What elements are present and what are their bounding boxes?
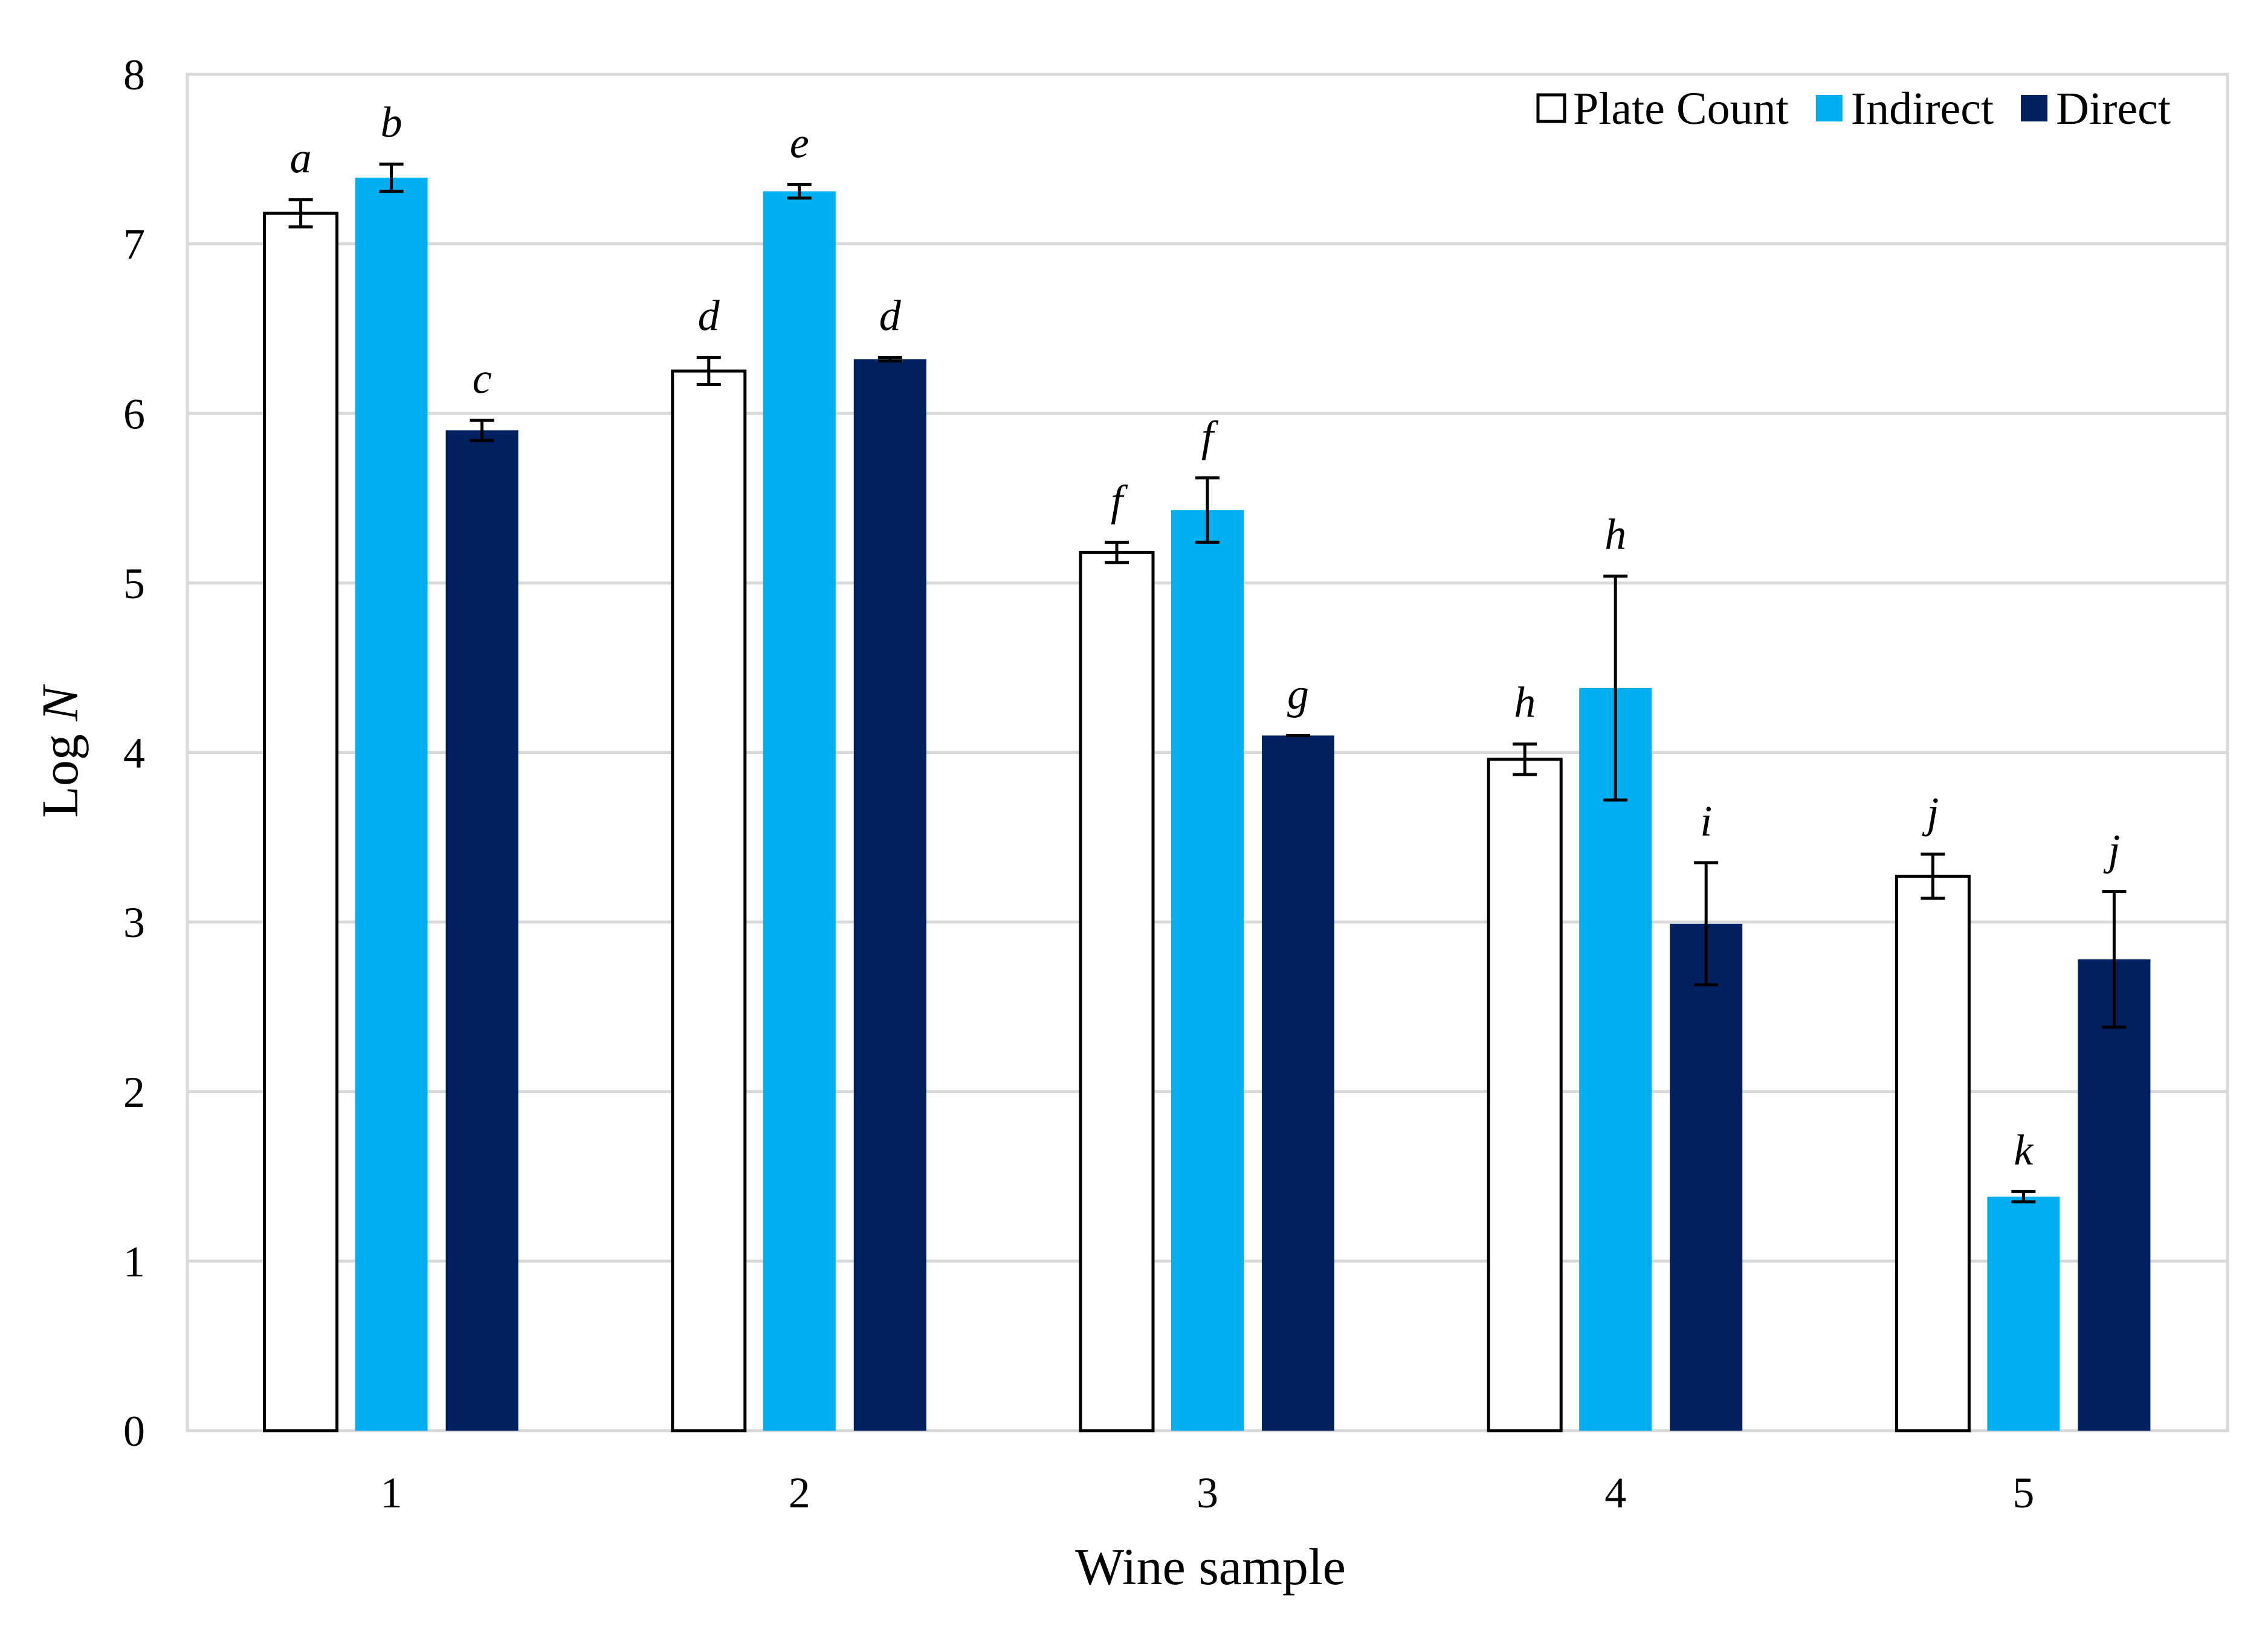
bar-plate-count-sample-3 (1079, 550, 1155, 1432)
error-bar (288, 198, 313, 229)
x-tick-label: 2 (789, 1469, 810, 1517)
significance-label: e (790, 118, 809, 167)
y-tick-label: 1 (123, 1237, 145, 1286)
y-axis-ticks: 0 1 2 3 4 5 6 7 8 (123, 51, 145, 1455)
significance-label: f (1111, 477, 1128, 525)
y-tick-label: 7 (123, 221, 145, 269)
y-axis-title-italic: N (31, 684, 89, 722)
bar-direct-sample-3 (1262, 735, 1334, 1431)
x-axis-title: Wine sample (1075, 1538, 1346, 1596)
bar-indirect-sample-4 (1579, 688, 1652, 1431)
x-axis-ticks: 1 2 3 4 5 (381, 1469, 2035, 1517)
significance-label: g (1287, 669, 1309, 718)
x-tick-label: 1 (381, 1469, 402, 1517)
significance-label: a (290, 134, 312, 182)
error-bar (2102, 890, 2127, 1029)
bar-plate-count-sample-1 (263, 211, 339, 1432)
bar-direct-sample-5 (2078, 959, 2151, 1431)
y-axis-title-prefix: Log (31, 721, 89, 818)
significance-label: f (1201, 412, 1219, 460)
legend-swatch-plate-count (1536, 93, 1566, 123)
legend-swatch-indirect (1815, 95, 1843, 121)
error-bar (470, 418, 494, 442)
bar-direct-sample-2 (853, 359, 926, 1431)
error-bar (696, 356, 721, 387)
x-tick-label: 3 (1197, 1469, 1218, 1517)
y-tick-label: 0 (123, 1407, 145, 1455)
bar-plate-count-sample-2 (671, 369, 747, 1432)
significance-labels: a b c d e d f f g h h i j k j (290, 98, 2121, 1174)
y-tick-label: 3 (123, 898, 145, 947)
error-bar (1921, 852, 1945, 900)
error-bar (1513, 742, 1537, 776)
bar-plate-count-sample-5 (1895, 874, 1971, 1432)
error-bar (2011, 1190, 2036, 1203)
legend-swatch-direct (2021, 95, 2048, 121)
significance-label: c (473, 354, 492, 402)
legend-label: Indirect (1851, 83, 1994, 134)
y-tick-label: 5 (123, 559, 145, 608)
significance-label: h (1604, 511, 1626, 559)
x-tick-label: 4 (1604, 1469, 1626, 1517)
bars (263, 178, 2151, 1432)
legend-label: Plate Count (1573, 83, 1789, 134)
bar-direct-sample-1 (445, 430, 519, 1431)
significance-label: h (1514, 678, 1536, 726)
y-tick-label: 8 (123, 51, 145, 99)
error-bar (1105, 541, 1129, 564)
y-tick-label: 6 (123, 390, 145, 438)
legend-label: Direct (2056, 83, 2171, 134)
significance-label: j (1922, 788, 1939, 837)
y-axis-title: Log N (31, 684, 89, 818)
error-bars (288, 163, 2127, 1203)
significance-label: i (1700, 797, 1712, 845)
bar-plate-count-sample-4 (1487, 758, 1563, 1432)
error-bar (1694, 861, 1719, 987)
significance-label: d (879, 292, 902, 340)
significance-label: k (2014, 1126, 2034, 1174)
y-tick-label: 2 (123, 1068, 145, 1116)
x-tick-label: 5 (2012, 1469, 2034, 1517)
significance-label: j (2103, 826, 2120, 874)
bar-indirect-sample-2 (763, 191, 836, 1431)
legend: Plate Count Indirect Direct (1536, 83, 2171, 134)
error-bar (787, 182, 812, 200)
bar-indirect-sample-1 (355, 178, 428, 1431)
error-bar (379, 163, 404, 193)
significance-label: b (381, 98, 402, 147)
bar-indirect-sample-5 (1987, 1196, 2060, 1431)
error-bar (1603, 575, 1628, 802)
bar-direct-sample-4 (1670, 923, 1743, 1431)
error-bar (877, 356, 902, 362)
y-tick-label: 4 (123, 729, 145, 778)
error-bar (1195, 476, 1220, 544)
bar-indirect-sample-3 (1171, 510, 1244, 1431)
significance-label: d (698, 292, 720, 340)
